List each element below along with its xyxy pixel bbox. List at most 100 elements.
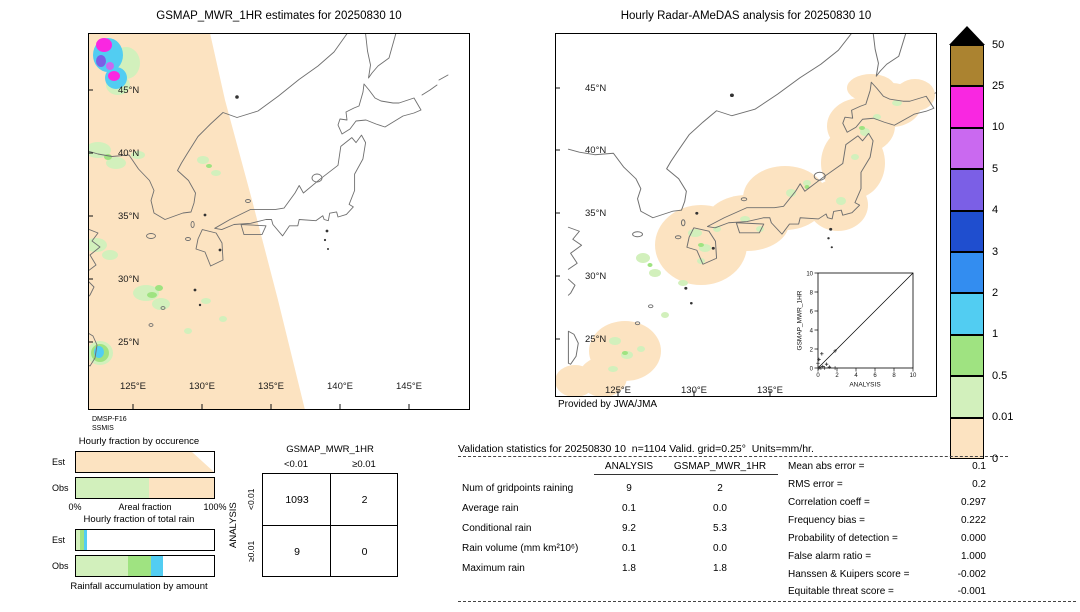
stats-header-underline (594, 474, 778, 475)
score-row: Frequency bias = 0.222 (788, 515, 986, 526)
svg-text:35°N: 35°N (585, 208, 606, 219)
contingency-row-header-ge: ≥0.01 (246, 540, 256, 562)
svg-text:4: 4 (854, 373, 858, 379)
svg-text:145°E: 145°E (396, 381, 422, 392)
colorbar-tick-label: 0.01 (992, 411, 1014, 424)
contingency-cell-11: 0 (330, 525, 398, 577)
svg-text:45°N: 45°N (118, 85, 139, 96)
colorbar-tick-label: 5 (992, 162, 999, 175)
stats-table-row: Maximum rain 1.8 1.8 (462, 563, 727, 574)
total-rain-obs-bar (75, 555, 215, 577)
colorbar-tick-label: 50 (992, 38, 1005, 51)
bar-segment (76, 478, 150, 498)
stats-header: Validation statistics for 20250830 10 n=… (458, 443, 814, 455)
colorbar-segment (950, 210, 984, 252)
total-rain-caption: Rainfall accumulation by amount (70, 581, 208, 592)
svg-text:6: 6 (810, 310, 814, 316)
radar-precip-blobs (555, 74, 935, 397)
contingency-row-header-lt: <0.01 (246, 488, 256, 510)
scatter-point (817, 357, 821, 362)
scatter-point (819, 366, 823, 370)
inset-scatter-plot: 0 2 4 6 8 10 0 2 4 6 8 10 ANALYSIS GSMAP… (789, 255, 935, 397)
svg-text:8: 8 (892, 373, 896, 379)
occurrence-obs-bar (75, 477, 215, 499)
scatter-points (816, 349, 837, 370)
colorbar-segment (950, 127, 984, 170)
colorbar-tick-label: 0.5 (992, 369, 1008, 382)
svg-text:25°N: 25°N (118, 337, 139, 348)
colorbar-tick-label: 10 (992, 121, 1005, 134)
colorbar-segment (950, 376, 984, 418)
score-row: Mean abs error = 0.1 (788, 461, 986, 472)
colorbar-segment (950, 45, 984, 87)
inset-tick-marks (814, 272, 914, 372)
bar-segment (83, 530, 87, 550)
svg-text:130°E: 130°E (681, 385, 707, 396)
left-map-tick-marks (88, 89, 410, 410)
left-map-title: GSMAP_MWR_1HR estimates for 20250830 10 (156, 10, 402, 22)
svg-text:140°E: 140°E (327, 381, 353, 392)
right-map-title: Hourly Radar-AMeDAS analysis for 2025083… (620, 10, 872, 22)
svg-text:125°E: 125°E (605, 385, 631, 396)
areal-fraction-min: 0% (68, 502, 82, 512)
scatter-point (827, 365, 832, 369)
colorbar-segment (950, 417, 984, 459)
colorbar-tick-label: 25 (992, 79, 1005, 92)
score-row: Equitable threat score = -0.001 (788, 586, 986, 597)
total-rain-est-label: Est (52, 535, 66, 545)
svg-text:10: 10 (806, 272, 813, 278)
colorbar-overflow-triangle (949, 26, 985, 45)
left-map-frame (88, 33, 470, 410)
svg-text:125°E: 125°E (120, 381, 146, 392)
score-row: RMS error = 0.2 (788, 479, 986, 490)
bar-segment (128, 556, 151, 576)
coastline (88, 33, 449, 367)
stats-col-analysis: ANALYSIS (604, 461, 654, 472)
contingency-row-axis: ANALYSIS (228, 502, 239, 548)
colorbar-segment (950, 251, 984, 294)
stats-table-row: Conditional rain 9.2 5.3 (462, 523, 727, 534)
bar-segment (150, 556, 163, 576)
right-map-axis-labels: 45°N 40°N 35°N 30°N 25°N 125°E 130°E 135… (585, 83, 783, 396)
inset-y-tick-labels: 0 2 4 6 8 10 (806, 272, 813, 373)
svg-text:25°N: 25°N (585, 334, 606, 345)
colorbar-tick-label: 1 (992, 328, 999, 341)
svg-text:40°N: 40°N (585, 145, 606, 156)
score-row: Correlation coeff = 0.297 (788, 497, 986, 508)
bar-segment (149, 478, 214, 498)
right-map: 45°N 40°N 35°N 30°N 25°N 125°E 130°E 135… (555, 33, 937, 397)
contingency-col-header-ge: ≥0.01 (352, 459, 376, 470)
contingency-cell-00: 1093 (285, 494, 309, 506)
small-islands (193, 95, 329, 307)
svg-text:10: 10 (910, 373, 917, 379)
occurrence-est-bar (75, 451, 215, 473)
bar-segment (76, 452, 214, 472)
svg-text:4: 4 (810, 329, 814, 335)
svg-text:0: 0 (810, 367, 814, 373)
areal-fraction-max: 100% (203, 502, 227, 512)
occurrence-chart-title: Hourly fraction by occurence (78, 436, 200, 447)
colorbar-segment (950, 334, 984, 377)
score-row: Probability of detection = 0.000 (788, 533, 986, 544)
stats-table-row: Rain volume (mm km²10⁶) 0.1 0.0 (462, 543, 727, 554)
scatter-point (824, 362, 829, 366)
colorbar-tick-label: 3 (992, 245, 999, 258)
colorbar-segment (950, 86, 984, 128)
svg-text:2: 2 (810, 348, 814, 354)
areal-fraction-label: Areal fraction (118, 502, 172, 512)
colorbar (950, 45, 984, 459)
left-map: 45°N 40°N 35°N 30°N 25°N 125°E 130°E 135… (88, 33, 470, 410)
data-credit: Provided by JWA/JMA (558, 399, 658, 410)
bar-segment (76, 530, 81, 550)
contingency-title: GSMAP_MWR_1HR (286, 444, 374, 455)
occurrence-est-label: Est (52, 457, 66, 467)
svg-text:35°N: 35°N (118, 211, 139, 222)
stats-table-row: Num of gridpoints raining 9 2 (462, 483, 723, 494)
total-rain-obs-label: Obs (52, 561, 69, 571)
total-rain-est-bar (75, 529, 215, 551)
sensor-instrument: SSMIS (92, 425, 114, 433)
svg-text:40°N: 40°N (118, 148, 139, 159)
satellite-swath (88, 33, 305, 410)
colorbar-tick-label: 4 (992, 204, 999, 217)
